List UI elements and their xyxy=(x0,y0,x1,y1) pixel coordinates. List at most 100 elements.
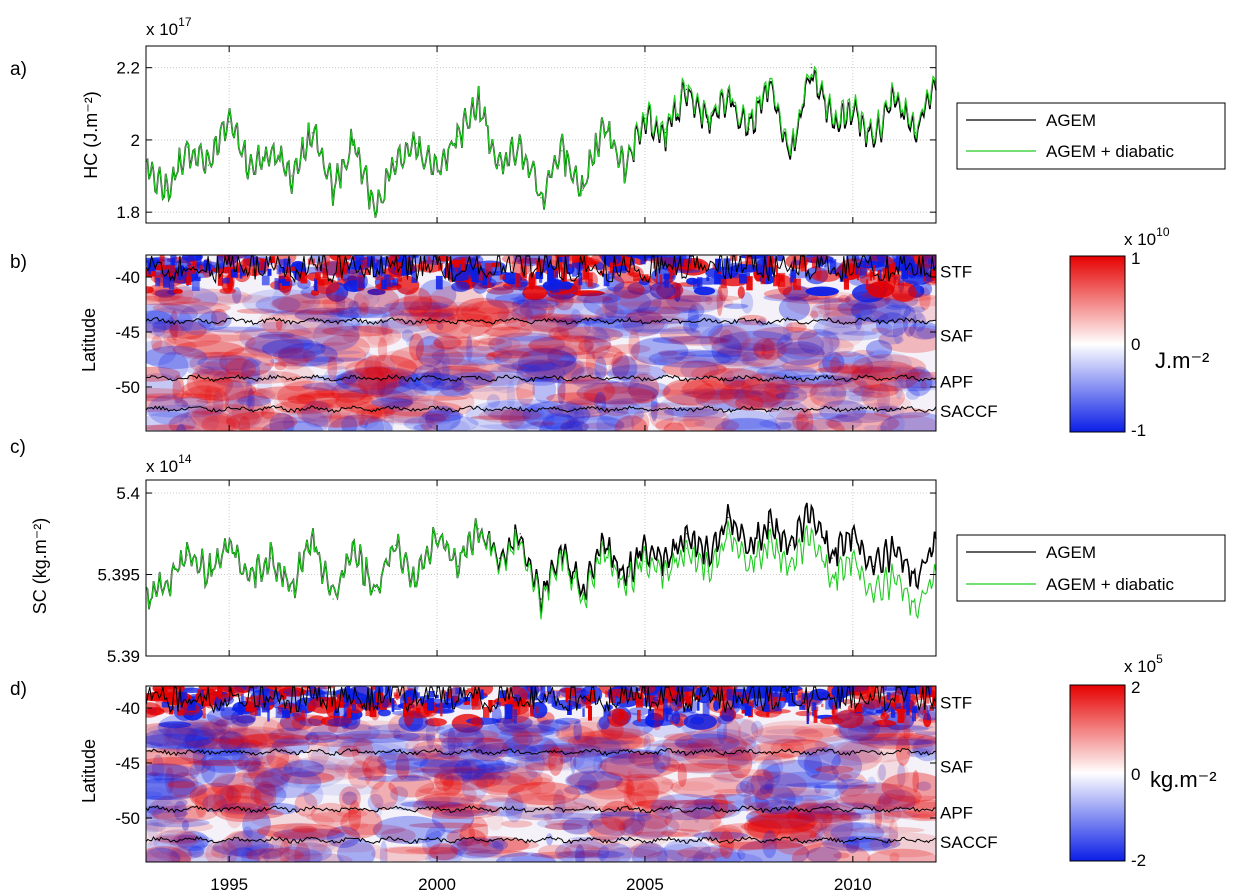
heatmap-cell xyxy=(303,783,324,807)
heatmap-cell xyxy=(146,366,181,382)
heatmap-cell xyxy=(770,738,805,759)
heatmap-cell xyxy=(698,361,766,367)
data-point xyxy=(727,533,729,535)
heatmap-cell xyxy=(194,264,201,270)
heatmap-cell xyxy=(253,766,322,799)
heatmap-cell xyxy=(500,408,525,429)
heatmap-cell xyxy=(398,312,456,317)
heatmap-cell xyxy=(467,739,522,744)
heatmap-cell xyxy=(381,279,387,290)
heatmap-cell xyxy=(157,741,187,752)
y-tick-label: -50 xyxy=(115,809,140,828)
heatmap-cell xyxy=(213,784,262,812)
heatmap-cell xyxy=(793,834,823,843)
heatmap-cell xyxy=(504,316,579,332)
data-point xyxy=(748,549,750,551)
heatmap-cell xyxy=(329,698,338,708)
heatmap-cell xyxy=(928,258,933,265)
heatmap-cell xyxy=(668,263,674,273)
heatmap-cell xyxy=(508,403,555,431)
heatmap-cell xyxy=(396,357,480,377)
heatmap-cell xyxy=(393,704,401,710)
heatmap-cell xyxy=(888,263,894,277)
heatmap-cell xyxy=(473,736,513,750)
heatmap-cell xyxy=(242,808,271,840)
heatmap-cell xyxy=(286,850,344,862)
heatmap-cell xyxy=(635,692,643,708)
heatmap-cell xyxy=(843,278,849,290)
heatmap-cell xyxy=(351,698,357,711)
heatmap-cell xyxy=(271,293,356,314)
heatmap-cell xyxy=(833,266,836,275)
heatmap-cell xyxy=(411,279,418,283)
heatmap-cell xyxy=(596,408,635,431)
y-tick-label: -40 xyxy=(115,699,140,718)
heatmap-cell xyxy=(530,704,534,717)
heatmap-cell xyxy=(718,275,724,279)
heatmap-cell xyxy=(852,403,905,421)
heatmap-cell xyxy=(680,359,719,380)
heatmap-cell xyxy=(912,770,919,793)
heatmap-cell xyxy=(410,768,496,774)
heatmap-cell xyxy=(547,345,578,368)
heatmap-cell xyxy=(406,265,413,271)
heatmap-cell xyxy=(239,321,315,353)
heatmap-cell xyxy=(436,742,504,762)
data-point xyxy=(623,583,625,585)
heatmap-cell xyxy=(603,382,631,395)
heatmap-cell xyxy=(631,799,718,809)
data-point xyxy=(498,164,500,166)
heatmap-cell xyxy=(246,772,288,777)
heatmap-cell xyxy=(486,394,500,408)
heatmap-cell xyxy=(448,372,493,387)
heatmap-cell xyxy=(846,810,920,820)
heatmap-cell xyxy=(161,701,170,708)
heatmap-cell xyxy=(294,764,365,781)
heatmap-cell xyxy=(236,769,275,779)
heatmap-cell xyxy=(321,307,384,319)
heatmap-cell xyxy=(756,759,781,790)
heatmap-cell xyxy=(146,303,198,325)
heatmap-cell xyxy=(467,688,474,693)
heatmap-cell xyxy=(297,700,301,709)
heatmap-cell xyxy=(713,700,720,712)
heatmap-cell xyxy=(747,802,770,814)
heatmap-cell xyxy=(618,818,645,837)
heatmap-cell xyxy=(837,363,861,375)
heatmap-cell xyxy=(474,736,543,766)
data-point xyxy=(769,77,771,80)
heatmap-cell xyxy=(520,258,524,270)
heatmap-cell xyxy=(878,764,886,781)
heatmap-cell xyxy=(168,277,175,290)
heatmap-cell xyxy=(635,781,659,809)
heatmap-cell xyxy=(539,719,560,735)
heatmap-cell xyxy=(311,737,374,748)
heatmap-cell xyxy=(242,258,251,266)
heatmap-cell xyxy=(370,780,399,811)
heatmap-cell xyxy=(264,362,300,367)
heatmap-cell xyxy=(447,727,456,756)
heatmap-cell xyxy=(877,335,904,345)
heatmap-cell xyxy=(665,709,674,722)
heatmap-cell xyxy=(574,779,600,792)
heatmap-cell xyxy=(196,398,224,404)
heatmap-cell xyxy=(592,345,623,366)
heatmap-cell xyxy=(585,780,635,800)
heatmap-cell xyxy=(593,327,608,347)
heatmap-cell xyxy=(832,705,838,719)
heatmap-cell xyxy=(147,394,190,425)
panel-a-legend: AGEM AGEM + diabatic xyxy=(956,102,1226,170)
heatmap-cell xyxy=(151,335,163,351)
heatmap-cell xyxy=(572,290,605,297)
heatmap-cell xyxy=(746,787,830,798)
heatmap-cell xyxy=(167,841,182,862)
data-point xyxy=(290,590,293,592)
data-point xyxy=(228,121,230,123)
heatmap-cell xyxy=(525,308,534,321)
legend-agem-label: AGEM xyxy=(1046,111,1096,130)
heatmap-cell xyxy=(655,272,658,285)
heatmap-cell xyxy=(659,326,702,343)
heatmap-cell xyxy=(225,797,244,829)
heatmap-cell xyxy=(626,381,671,399)
heatmap-cell xyxy=(237,761,264,771)
